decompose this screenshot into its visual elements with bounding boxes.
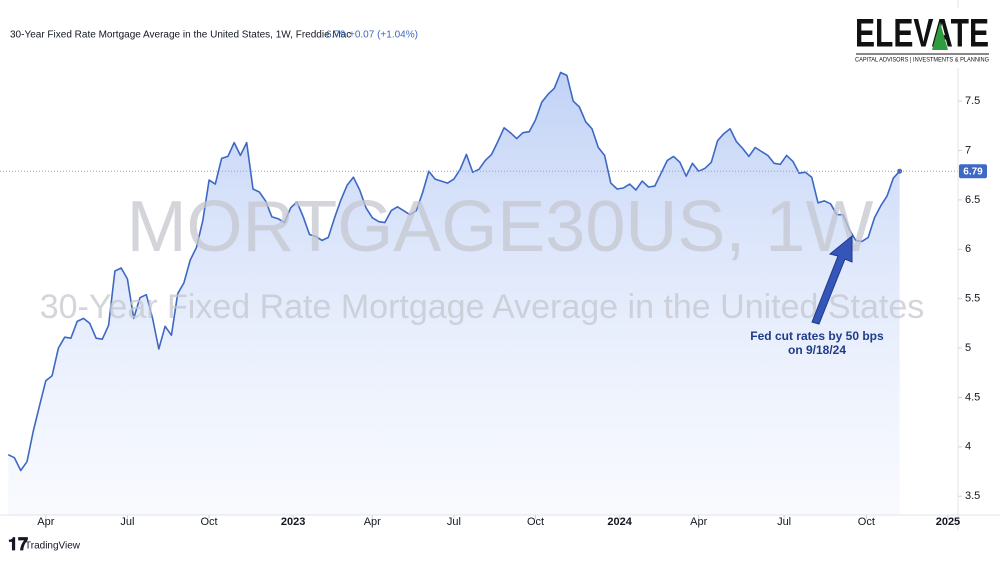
y-tick-label: 6 (965, 243, 971, 255)
chart-title: 30-Year Fixed Rate Mortgage Average in t… (10, 30, 351, 41)
x-tick-label: Apr (364, 516, 381, 528)
y-tick-label: 3.5 (965, 490, 980, 502)
arrow (811, 234, 853, 325)
area-fill (8, 72, 900, 515)
y-tick-label: 5 (965, 342, 971, 354)
y-tick-label: 7.5 (965, 95, 980, 107)
price-tag-label: 6.79 (963, 166, 983, 177)
tv-logo: 𝟏𝟕 (8, 534, 28, 554)
y-tick-label: 6.5 (965, 194, 980, 206)
watermark-subtitle: 30-Year Fixed Rate Mortgage Average in t… (40, 288, 925, 326)
price-tag (959, 164, 987, 179)
logo-tagline: CAPITAL ADVISORS | INVESTMENTS & PLANNIN… (855, 58, 989, 64)
last-price: 6.79 (326, 30, 346, 41)
y-tick-label: 7 (965, 144, 971, 156)
last-point (897, 168, 903, 174)
y-tick-label: 4.5 (965, 391, 980, 403)
logo-bg (850, 8, 996, 68)
x-tick-label: Oct (527, 516, 544, 528)
logo-accent (932, 22, 948, 50)
x-tick-label: 2023 (281, 516, 305, 528)
logo: ELEVATE (855, 12, 989, 56)
x-tick-label: Oct (200, 516, 217, 528)
watermark: MORTGAGE30US, 1W (127, 187, 874, 267)
x-tick-label: Jul (777, 516, 791, 528)
change: +0.07 (+1.04%) (349, 30, 418, 41)
y-tick-label: 5.5 (965, 293, 980, 305)
x-tick-label: Oct (858, 516, 875, 528)
x-tick-label: Apr (37, 516, 54, 528)
x-tick-label: Jul (120, 516, 134, 528)
annotation: on 9/18/24 (788, 343, 846, 357)
line (7, 71, 901, 472)
x-tick-label: 2025 (936, 516, 960, 528)
y-tick-label: 4 (965, 441, 971, 453)
annotation: Fed cut rates by 50 bps (750, 329, 884, 343)
x-tick-label: Jul (447, 516, 461, 528)
plot-area (0, 71, 958, 515)
x-tick-label: Apr (690, 516, 707, 528)
x-tick-label: 2024 (607, 516, 632, 528)
footer: TradingView (25, 541, 81, 552)
